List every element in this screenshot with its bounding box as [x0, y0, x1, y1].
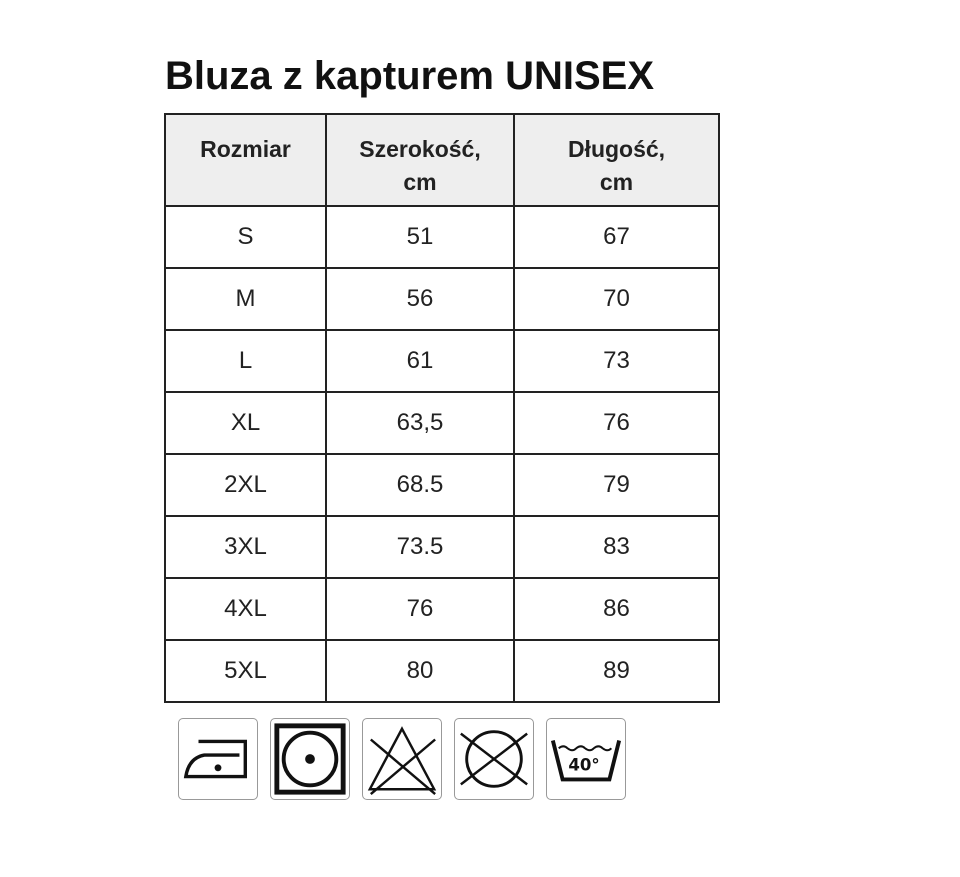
- cell-size: S: [164, 205, 327, 269]
- do-not-bleach-icon: [362, 718, 442, 800]
- do-not-dry-clean-icon: [454, 718, 534, 800]
- cell-width: 56: [325, 267, 515, 331]
- table-row: M 56 70: [164, 267, 720, 331]
- cell-length: 76: [513, 391, 720, 455]
- cell-size: XL: [164, 391, 327, 455]
- cell-width: 51: [325, 205, 515, 269]
- cell-length: 73: [513, 329, 720, 393]
- table-row: 4XL 76 86: [164, 577, 720, 641]
- cell-size: 3XL: [164, 515, 327, 579]
- table-row: S 51 67: [164, 205, 720, 269]
- cell-length: 70: [513, 267, 720, 331]
- cell-size: 2XL: [164, 453, 327, 517]
- cell-length: 89: [513, 639, 720, 703]
- cell-length: 86: [513, 577, 720, 641]
- header-length-label: Długość, cm: [567, 136, 666, 195]
- header-size: Rozmiar: [164, 113, 327, 207]
- wash-temperature-label: 40°: [568, 756, 599, 775]
- table-row: XL 63,5 76: [164, 391, 720, 455]
- cell-width: 68.5: [325, 453, 515, 517]
- table-row: L 61 73: [164, 329, 720, 393]
- table-row: 5XL 80 89: [164, 639, 720, 703]
- cell-size: 4XL: [164, 577, 327, 641]
- cell-width: 73.5: [325, 515, 515, 579]
- table-row: 2XL 68.5 79: [164, 453, 720, 517]
- cell-length: 67: [513, 205, 720, 269]
- wash-40-icon: 40°: [546, 718, 626, 800]
- size-table: Rozmiar Szerokość, cm Długość, cm S 51 67 M…: [164, 113, 720, 703]
- cell-width: 76: [325, 577, 515, 641]
- header-length: Długość, cm: [513, 113, 720, 207]
- cell-size: 5XL: [164, 639, 327, 703]
- cell-width: 80: [325, 639, 515, 703]
- table-row: 3XL 73.5 83: [164, 515, 720, 579]
- tumble-dry-low-icon: [270, 718, 350, 800]
- header-width-label: Szerokość, cm: [359, 136, 481, 195]
- cell-length: 79: [513, 453, 720, 517]
- cell-width: 61: [325, 329, 515, 393]
- header-width: Szerokość, cm: [325, 113, 515, 207]
- cell-length: 83: [513, 515, 720, 579]
- page-title: Bluza z kapturem UNISEX: [165, 54, 655, 98]
- cell-size: L: [164, 329, 327, 393]
- cell-size: M: [164, 267, 327, 331]
- iron-low-temperature-icon: [178, 718, 258, 800]
- cell-width: 63,5: [325, 391, 515, 455]
- table-header-row: Rozmiar Szerokość, cm Długość, cm: [164, 113, 720, 207]
